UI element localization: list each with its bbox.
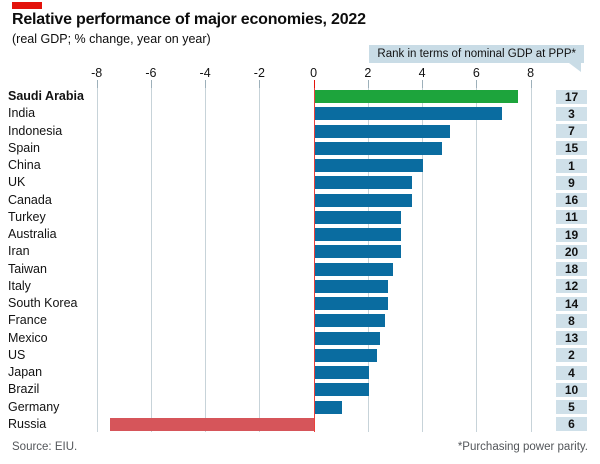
gdp-bar (314, 159, 424, 172)
chart-title: Relative performance of major economies,… (12, 11, 366, 28)
gridline (96, 88, 98, 432)
gdp-bar (314, 107, 502, 121)
country-label: Taiwan (8, 261, 47, 276)
x-axis-tick-label: 0 (310, 66, 318, 80)
x-axis-tick-mark (422, 80, 424, 88)
gridline (530, 88, 532, 432)
x-axis-tick-label: -8 (91, 66, 103, 80)
gdp-bar (314, 314, 386, 328)
x-axis-tick-label: 2 (364, 66, 372, 80)
rank-badge: 4 (556, 365, 587, 380)
country-label: Turkey (8, 209, 46, 224)
rank-badge: 2 (556, 348, 587, 363)
country-label: Spain (8, 140, 40, 155)
gdp-bar (314, 366, 369, 379)
gridline (259, 88, 261, 432)
country-label: Germany (8, 399, 60, 414)
gdp-bar (314, 228, 402, 241)
rank-badge: 16 (556, 193, 587, 207)
country-label: South Korea (8, 296, 78, 310)
x-axis-tick-label: -2 (253, 66, 265, 80)
x-axis-tick-mark (259, 80, 261, 88)
gdp-bar (314, 90, 518, 103)
country-label: Brazil (8, 382, 40, 397)
rank-badge: 3 (556, 106, 587, 121)
country-label: France (8, 313, 47, 328)
gridline (367, 88, 369, 432)
rank-badge: 8 (556, 313, 587, 328)
x-axis-tick-mark (367, 80, 369, 88)
country-label: India (8, 106, 36, 121)
rank-badge: 20 (556, 244, 587, 259)
gdp-bar (314, 297, 388, 310)
rank-badge: 14 (556, 296, 587, 311)
gdp-bar (314, 262, 394, 276)
gridline (476, 88, 478, 432)
gdp-bar (314, 210, 402, 224)
country-label: Mexico (8, 330, 48, 345)
rank-annotation-callout: Rank in terms of nominal GDP at PPP* (369, 45, 584, 72)
x-axis-tick-label: 4 (418, 66, 426, 80)
x-axis-tick-label: -6 (145, 66, 157, 80)
footnote: *Purchasing power parity. (457, 441, 588, 453)
rank-annotation-label: Rank in terms of nominal GDP at PPP* (377, 48, 576, 60)
economist-red-tab-icon (12, 2, 42, 9)
gdp-bar (110, 417, 314, 431)
rank-badge: 5 (556, 400, 587, 414)
country-label: Canada (8, 192, 52, 207)
country-label: Australia (8, 227, 57, 241)
country-label: UK (8, 175, 26, 190)
rank-badge: 15 (556, 141, 587, 156)
x-axis-tick-mark (476, 80, 478, 88)
source-note: Source: EIU. (12, 441, 78, 453)
zero-baseline (313, 88, 316, 432)
gdp-bar (314, 176, 413, 190)
rank-badge: 6 (556, 417, 587, 432)
x-axis-tick-label: 6 (472, 66, 480, 80)
x-axis-tick-mark (313, 80, 315, 88)
country-label: Russia (8, 416, 47, 431)
gdp-bar (314, 331, 380, 345)
country-label: Iran (8, 244, 30, 259)
x-axis-tick-mark (530, 80, 532, 88)
country-label: Saudi Arabia (8, 89, 84, 103)
gdp-bar (314, 279, 388, 293)
gridline (205, 88, 207, 432)
country-label: Italy (8, 278, 31, 293)
rank-badge: 13 (556, 331, 587, 345)
x-axis-tick-mark (96, 80, 98, 88)
rank-badge: 10 (556, 382, 587, 397)
rank-badge: 18 (556, 262, 587, 276)
gdp-bar (314, 124, 451, 138)
rank-badge: 7 (556, 124, 587, 138)
rank-badge: 19 (556, 227, 587, 242)
callout-pointer-icon (569, 63, 581, 72)
gdp-bar (314, 400, 342, 414)
country-label: US (8, 347, 26, 362)
rank-badge: 12 (556, 279, 587, 294)
gdp-bar (314, 141, 443, 155)
gridline (150, 88, 152, 432)
x-axis-tick-label: -4 (199, 66, 211, 80)
gridline (422, 88, 424, 432)
country-label: China (8, 158, 41, 172)
rank-badge: 11 (556, 210, 587, 225)
country-label: Japan (8, 365, 43, 379)
rank-badge: 1 (556, 158, 587, 173)
gdp-bar (314, 348, 377, 362)
x-axis-tick-mark (150, 80, 152, 88)
chart-subtitle: (real GDP; % change, year on year) (12, 32, 211, 46)
gdp-bar (314, 245, 402, 259)
x-axis-tick-label: 8 (527, 66, 535, 80)
country-label: Indonesia (8, 123, 63, 138)
x-axis-tick-mark (205, 80, 207, 88)
gdp-bar (314, 383, 369, 397)
rank-badge: 9 (556, 175, 587, 190)
gdp-bar (314, 193, 413, 207)
rank-badge: 17 (556, 89, 587, 104)
